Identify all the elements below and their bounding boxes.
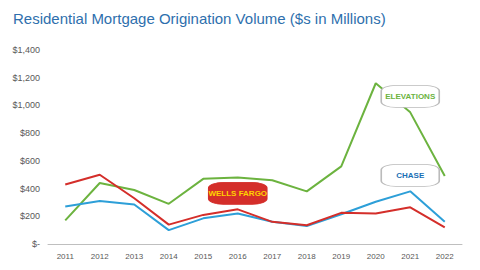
svg-text:2016: 2016 (229, 252, 247, 261)
svg-text:$800: $800 (20, 128, 40, 138)
svg-text:WELLS FARGO: WELLS FARGO (208, 189, 267, 198)
svg-text:$400: $400 (20, 184, 40, 194)
svg-text:2013: 2013 (125, 252, 143, 261)
svg-text:CHASE: CHASE (396, 171, 425, 180)
svg-text:2021: 2021 (401, 252, 419, 261)
svg-text:$-: $- (32, 239, 40, 249)
svg-text:2015: 2015 (194, 252, 212, 261)
svg-text:$1,400: $1,400 (12, 45, 40, 55)
svg-text:2012: 2012 (91, 252, 109, 261)
svg-text:$1,000: $1,000 (12, 100, 40, 110)
svg-text:$600: $600 (20, 156, 40, 166)
svg-text:$200: $200 (20, 211, 40, 221)
svg-text:2011: 2011 (57, 252, 75, 261)
svg-text:2022: 2022 (436, 252, 454, 261)
svg-text:2017: 2017 (263, 252, 281, 261)
svg-text:2018: 2018 (298, 252, 316, 261)
svg-text:ELEVATIONS: ELEVATIONS (385, 92, 436, 101)
svg-text:Residential Mortgage Originati: Residential Mortgage Origination Volume … (13, 10, 386, 27)
svg-text:2014: 2014 (160, 252, 178, 261)
svg-text:2019: 2019 (332, 252, 350, 261)
svg-text:2020: 2020 (367, 252, 385, 261)
svg-text:$1,200: $1,200 (12, 73, 40, 83)
